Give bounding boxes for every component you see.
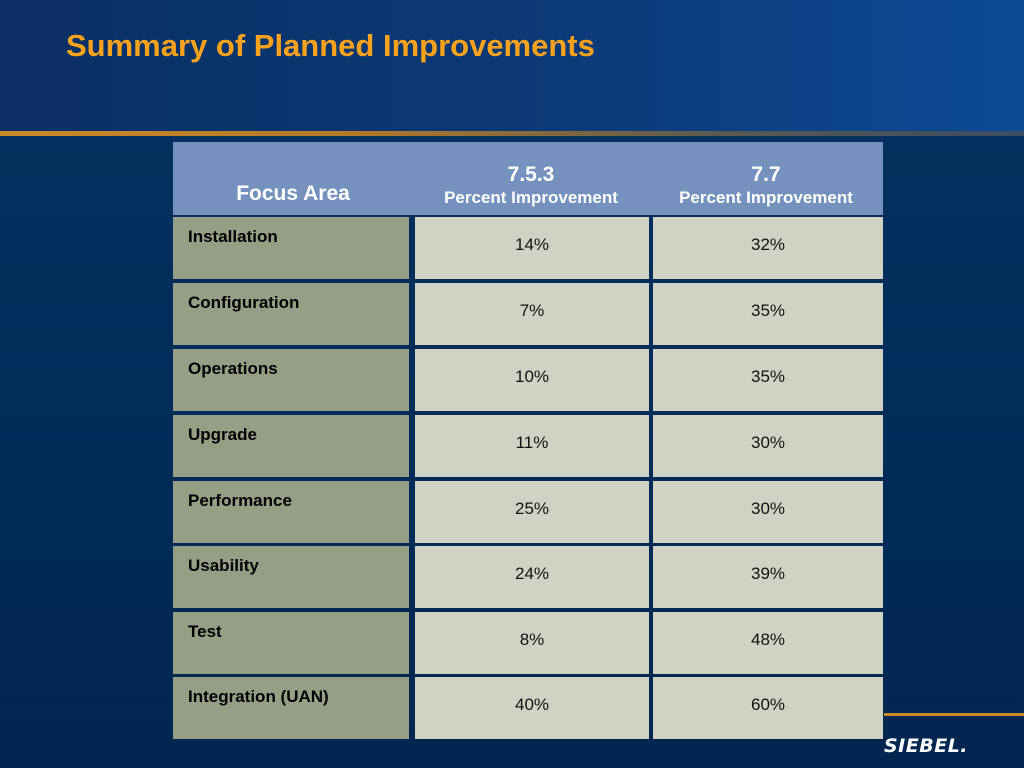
focus-area-cell: Operations (173, 349, 409, 411)
value-77-cell: 32% (653, 217, 883, 279)
focus-area-cell: Upgrade (173, 415, 409, 477)
value-753-cell: 40% (415, 677, 649, 739)
focus-area-cell: Usability (173, 546, 409, 608)
siebel-logo: SIEBEL. (884, 735, 969, 757)
table-row: Integration (UAN) 40% 60% (173, 677, 883, 739)
value-753-cell: 14% (415, 217, 649, 279)
value-753-cell: 25% (415, 481, 649, 543)
header-version-753-sub: Percent Improvement (444, 188, 618, 207)
header-divider (0, 131, 1024, 136)
improvements-table: Focus Area 7.5.3 Percent Improvement 7.7… (173, 142, 883, 739)
value-753-cell: 11% (415, 415, 649, 477)
value-753-cell: 7% (415, 283, 649, 345)
value-77-cell: 48% (653, 612, 883, 674)
value-77-cell: 30% (653, 481, 883, 543)
header-version-753-label: 7.5.3 (507, 163, 555, 186)
header-version-77: 7.7 Percent Improvement (649, 142, 883, 215)
page-title: Summary of Planned Improvements (66, 28, 595, 63)
focus-area-cell: Configuration (173, 283, 409, 345)
focus-area-cell: Installation (173, 217, 409, 279)
value-753-cell: 24% (415, 546, 649, 608)
focus-area-cell: Test (173, 612, 409, 674)
table-row: Configuration 7% 35% (173, 283, 883, 345)
table-row: Test 8% 48% (173, 612, 883, 674)
value-77-cell: 30% (653, 415, 883, 477)
focus-area-cell: Performance (173, 481, 409, 543)
value-77-cell: 60% (653, 677, 883, 739)
table-row: Installation 14% 32% (173, 217, 883, 279)
header-version-77-sub: Percent Improvement (679, 188, 853, 207)
focus-area-cell: Integration (UAN) (173, 677, 409, 739)
value-753-cell: 10% (415, 349, 649, 411)
header-version-753: 7.5.3 Percent Improvement (413, 142, 649, 215)
value-77-cell: 39% (653, 546, 883, 608)
value-77-cell: 35% (653, 349, 883, 411)
header-band (0, 0, 1024, 133)
table-row: Upgrade 11% 30% (173, 415, 883, 477)
footer-accent-bar (884, 713, 1024, 716)
table-row: Usability 24% 39% (173, 546, 883, 608)
value-77-cell: 35% (653, 283, 883, 345)
value-753-cell: 8% (415, 612, 649, 674)
table-row: Operations 10% 35% (173, 349, 883, 411)
table-row: Performance 25% 30% (173, 481, 883, 543)
header-version-77-label: 7.7 (751, 163, 781, 186)
header-focus-area: Focus Area (173, 142, 413, 215)
header-focus-area-label: Focus Area (236, 182, 350, 205)
